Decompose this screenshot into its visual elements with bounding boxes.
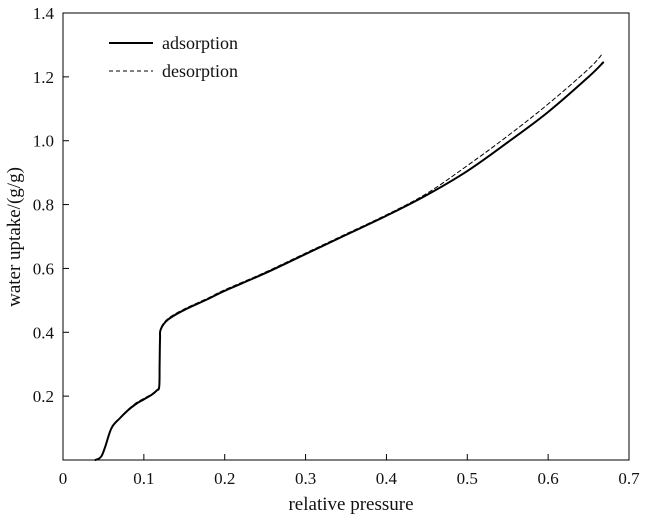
x-tick-label: 0.6 [538,469,559,488]
y-axis-label: water uptake/(g/g) [4,167,25,307]
x-tick-label: 0.1 [133,469,154,488]
y-tick-label: 0.8 [33,196,54,215]
y-axis-ticks: 0.2 0.4 0.6 0.8 1.0 1.2 1.4 [33,4,69,406]
x-axis-label: relative pressure [288,494,413,515]
y-tick-label: 0.2 [33,387,54,406]
y-tick-label: 1.0 [33,132,54,151]
legend: adsorption desorption [109,33,238,81]
x-tick-label: 0.3 [295,469,316,488]
series-line-adsorption [94,61,605,461]
x-tick-label: 0.5 [457,469,478,488]
series-layer [94,52,605,461]
legend-label-adsorption: adsorption [162,33,238,53]
x-tick-label: 0.2 [214,469,235,488]
x-tick-label: 0 [59,469,68,488]
y-tick-label: 1.4 [33,4,55,23]
y-tick-label: 1.2 [33,68,54,87]
y-tick-label: 0.6 [33,259,54,278]
legend-label-desorption: desorption [162,61,238,81]
x-axis-ticks: 0 0.1 0.2 0.3 0.4 0.5 0.6 0.7 [59,454,640,488]
x-tick-label: 0.4 [376,469,398,488]
series-line-desorption [94,52,604,461]
plot-frame [62,12,630,461]
y-tick-label: 0.4 [33,323,55,342]
x-tick-label: 0.7 [618,469,640,488]
